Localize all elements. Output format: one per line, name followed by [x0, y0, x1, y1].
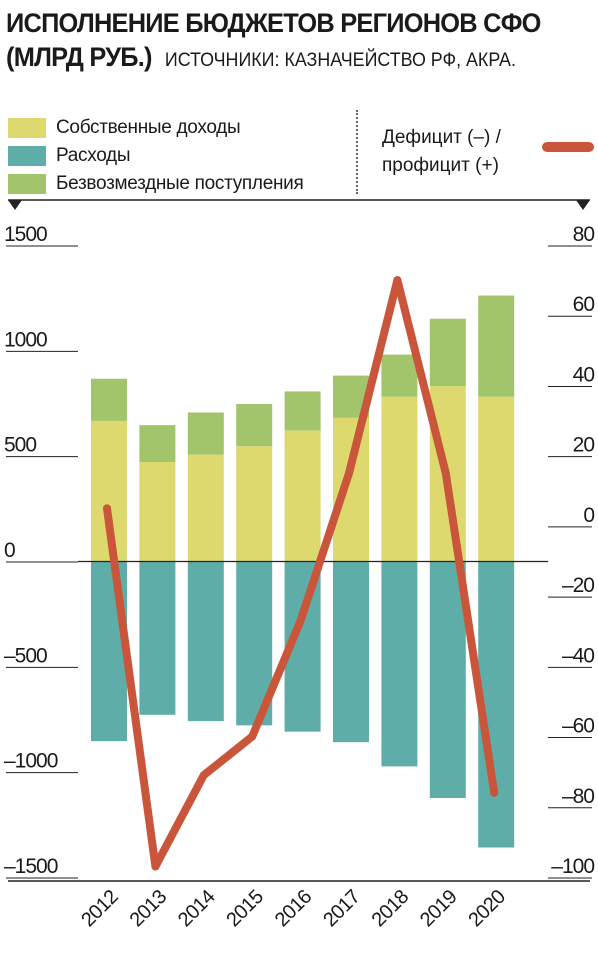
bar-own-revenue: [236, 446, 273, 561]
bar-expenses: [429, 561, 466, 798]
chart-title: ИСПОЛНЕНИЕ БЮДЖЕТОВ РЕГИОНОВ СФО (МЛРД Р…: [6, 6, 561, 78]
right-tick-label: –20: [562, 574, 594, 597]
deficit-point: [151, 862, 160, 871]
bar-transfers: [429, 318, 466, 387]
x-tick-label: 2016: [271, 886, 317, 932]
x-tick-label: 2014: [174, 886, 220, 932]
deficit-point: [248, 732, 257, 741]
right-tick-label: –40: [562, 644, 594, 667]
left-tick-label: 1500: [4, 223, 47, 246]
legend-label-expenses: Расходы: [56, 145, 131, 166]
right-tick-label: –100: [551, 855, 594, 878]
bar-transfers: [236, 404, 273, 447]
x-tick-label: 2020: [464, 886, 510, 932]
deficit-point: [296, 616, 305, 625]
bar-expenses: [187, 561, 224, 722]
source-note: ИСТОЧНИКИ: КАЗНАЧЕЙСТВО РФ, АКРА.: [164, 50, 516, 71]
deficit-point: [393, 276, 402, 285]
x-tick-label: 2017: [319, 886, 365, 932]
left-tick-label: 500: [4, 434, 36, 457]
legend-label-own-revenue: Собственные доходы: [56, 117, 241, 138]
left-tick-label: 0: [4, 539, 15, 562]
legend-swatch-expenses: [8, 146, 46, 166]
left-tick-label: –1500: [4, 855, 58, 878]
right-tick-label: –80: [562, 785, 594, 808]
bar-expenses: [139, 561, 176, 715]
x-tick-label: 2019: [416, 886, 462, 932]
legend-swatch-deficit: [542, 142, 594, 152]
legend-swatch-own-revenue: [8, 118, 46, 138]
deficit-point: [345, 469, 353, 478]
right-tick-label: 60: [573, 293, 595, 316]
bar-transfers: [478, 295, 515, 397]
bar-transfers: [284, 391, 321, 431]
bar-transfers: [139, 425, 176, 462]
legend-line: Дефицит (–) / профицит (+): [382, 124, 596, 180]
bar-transfers: [381, 354, 418, 397]
bar-transfers: [91, 378, 127, 421]
left-tick-label: –500: [4, 644, 47, 667]
deficit-point: [199, 771, 208, 780]
bar-expenses: [381, 561, 418, 767]
bar-own-revenue: [139, 461, 176, 561]
bar-own-revenue: [333, 417, 369, 561]
x-tick-label: 2015: [222, 886, 268, 932]
legend-divider: [356, 110, 358, 194]
deficit-point: [103, 504, 111, 513]
bar-own-revenue: [478, 396, 515, 561]
right-tick-label: 80: [573, 223, 595, 246]
left-tick-label: 1000: [4, 328, 47, 351]
right-tick-label: 20: [573, 434, 595, 457]
bar-expenses: [333, 561, 369, 743]
right-tick-label: 0: [583, 504, 594, 527]
legend-bars: Собственные доходы Расходы Безвозмездные…: [8, 114, 358, 198]
x-tick-label: 2013: [126, 886, 172, 932]
left-axis-marker: [8, 200, 22, 210]
left-tick-label: –1000: [4, 750, 58, 773]
bar-own-revenue: [284, 430, 321, 561]
title-text: ИСПОЛНЕНИЕ БЮДЖЕТОВ РЕГИОНОВ СФО (МЛРД Р…: [6, 8, 541, 72]
x-tick-label: 2012: [77, 886, 123, 932]
legend-label-deficit: Дефицит (–) / профицит (+): [382, 127, 501, 176]
deficit-point: [490, 788, 499, 797]
bar-own-revenue: [381, 396, 418, 561]
x-tick-label: 2018: [368, 886, 414, 932]
legend-item-own-revenue: Собственные доходы: [8, 114, 358, 142]
right-tick-label: –60: [562, 715, 594, 738]
legend-swatch-transfers: [8, 174, 46, 194]
legend-item-transfers: Безвозмездные поступления: [8, 170, 358, 198]
right-tick-label: 40: [573, 363, 595, 386]
legend-item-expenses: Расходы: [8, 142, 358, 170]
deficit-point: [441, 469, 450, 478]
right-axis-marker: [576, 200, 590, 210]
bar-own-revenue: [187, 454, 224, 561]
bar-transfers: [187, 412, 224, 455]
legend-label-transfers: Безвозмездные поступления: [56, 173, 304, 194]
